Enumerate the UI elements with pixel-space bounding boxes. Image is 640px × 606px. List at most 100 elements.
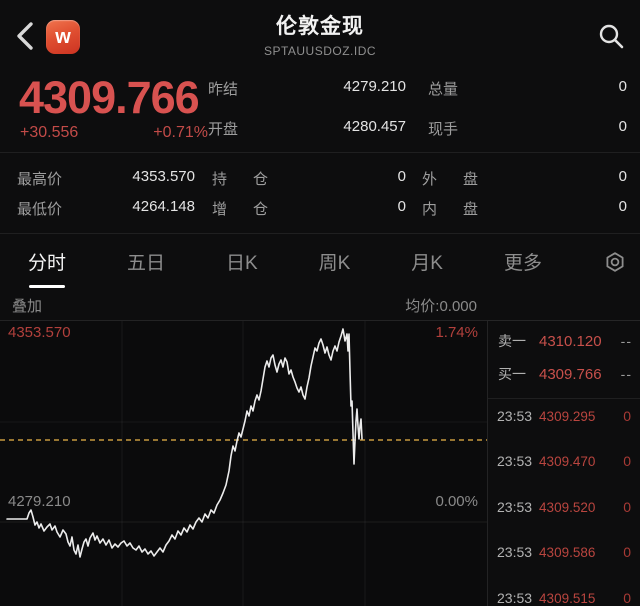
stat-label: 增 仓 [212,200,268,218]
trade-time: 23:53 [497,544,533,560]
stat-inner-volume: 内 盘 0 [422,198,627,219]
tab-monthly-k[interactable]: 月K [411,252,443,274]
trade-time: 23:53 [497,408,533,424]
stat-value: 4280.457 [343,118,406,135]
trade-row: 23:53 4309.586 0 [488,542,640,562]
stat-label: 持 仓 [212,170,268,188]
stat-label: 昨结 [208,81,239,98]
trade-price: 4309.295 [539,408,596,424]
bid-price: 4309.766 [539,365,602,383]
trade-row: 23:53 4309.295 0 [488,406,640,426]
page-title: 伦敦金现 [276,15,364,38]
stat-prev-settle: 昨结 4279.210 [208,78,406,99]
chart-prevclose-label: 4279.210 [8,493,71,510]
detail-section: 最高价 4353.570 持 仓 0 外 盘 0 最低价 4264.148 增 … [0,153,640,233]
trade-time: 23:53 [497,499,533,515]
title-block: 伦敦金现 SPTAUUSDOZ.IDC [0,10,640,58]
chart-zero-pct-label: 0.00% [435,493,478,510]
trade-price: 4309.470 [539,453,596,469]
trade-volume: 0 [623,408,631,424]
minute-chart-canvas[interactable] [0,321,487,606]
stat-label: 最低价 [17,200,63,218]
stat-total-volume: 总量 0 [428,78,627,99]
tab-more[interactable]: 更多 [503,252,542,274]
section-divider [0,152,640,153]
last-price: 4309.766 [19,72,200,123]
order-book-panel[interactable]: 卖一 4310.120 -- 买一 4309.766 -- 23:53 4309… [487,320,640,606]
search-icon[interactable] [596,21,626,51]
stats-row: 开盘 4280.457 现手 0 [208,118,627,139]
overlay-button[interactable]: 叠加 [12,298,43,315]
price-line [6,328,363,558]
stat-value: 4353.570 [132,167,195,185]
stat-oi-change: 增 仓 0 [212,198,406,219]
tab-weekly-k[interactable]: 周K [318,252,351,274]
detail-row: 最低价 4264.148 增 仓 0 内 盘 0 [17,193,627,223]
chart-header: 叠加 均价:0.000 [0,291,640,320]
quote-stats: 昨结 4279.210 总量 0 开盘 4280.457 现手 0 [208,78,627,139]
period-tabbar: 分时 五日 日K 周K 月K 更多 [0,233,640,291]
detail-row: 最高价 4353.570 持 仓 0 外 盘 0 [17,163,627,193]
trade-price: 4309.520 [539,499,596,515]
tab-minute[interactable]: 分时 [28,248,66,277]
trade-row: 23:53 4309.470 0 [488,451,640,471]
ask-volume: -- [620,333,632,349]
stat-value: 0 [618,197,627,215]
stat-low: 最低价 4264.148 [17,198,195,219]
average-price-label: 均价:0.000 [405,298,477,315]
price-change-pct: +0.71% [153,124,208,141]
chart-max-pct-label: 1.74% [435,324,478,341]
stat-label: 现手 [428,121,459,138]
price-change-row: +30.556 +0.71% [20,124,208,142]
stat-label: 内 盘 [422,200,478,218]
trade-time: 23:53 [497,453,533,469]
logo-letter: w [55,25,71,48]
chart-gridlines [0,321,487,606]
wind-app-logo[interactable]: w [46,20,80,54]
stat-value: 0 [618,78,627,95]
price-section: 4309.766 +30.556 +0.71% 昨结 4279.210 总量 0… [0,70,640,152]
stat-label: 最高价 [17,170,63,188]
stat-value: 0 [397,167,406,185]
bid-row: 买一 4309.766 -- [488,364,640,384]
ask-price: 4310.120 [539,332,602,350]
trade-row: 23:53 4309.520 0 [488,497,640,517]
trade-price: 4309.586 [539,544,596,560]
stat-value: 4279.210 [343,78,406,95]
stat-label: 开盘 [208,121,239,138]
stat-high: 最高价 4353.570 [17,168,195,189]
minute-chart: 4353.570 1.74% 4279.210 0.00% [0,320,487,606]
ask-label: 卖一 [498,333,526,349]
chart-max-price-label: 4353.570 [8,324,71,341]
stat-label: 总量 [428,81,459,98]
back-icon[interactable] [12,19,38,53]
trade-volume: 0 [623,453,631,469]
trade-volume: 0 [623,544,631,560]
price-change: +30.556 [20,124,79,141]
trade-volume: 0 [623,590,631,606]
panel-divider [488,398,640,399]
ask-row: 卖一 4310.120 -- [488,331,640,351]
stats-row: 昨结 4279.210 总量 0 [208,78,627,99]
trade-row: 23:53 4309.515 0 [488,588,640,606]
stat-value: 0 [397,197,406,215]
trade-time: 23:53 [497,590,533,606]
stat-current-hand: 现手 0 [428,118,627,139]
stat-outer-volume: 外 盘 0 [422,168,627,189]
instrument-code: SPTAUUSDOZ.IDC [263,44,377,58]
header: w 伦敦金现 SPTAUUSDOZ.IDC [0,0,640,70]
tab-five-day[interactable]: 五日 [126,252,165,274]
bid-volume: -- [620,366,632,382]
stat-value: 0 [618,167,627,185]
trade-price: 4309.515 [539,590,596,606]
section-divider [0,233,640,234]
stat-open-interest: 持 仓 0 [212,168,406,189]
stat-value: 4264.148 [132,197,195,215]
tab-daily-k[interactable]: 日K [225,252,258,274]
bid-label: 买一 [498,366,526,382]
trade-volume: 0 [623,499,631,515]
stat-value: 0 [618,118,627,135]
gear-hex-icon[interactable] [603,250,627,274]
stat-open: 开盘 4280.457 [208,118,406,139]
